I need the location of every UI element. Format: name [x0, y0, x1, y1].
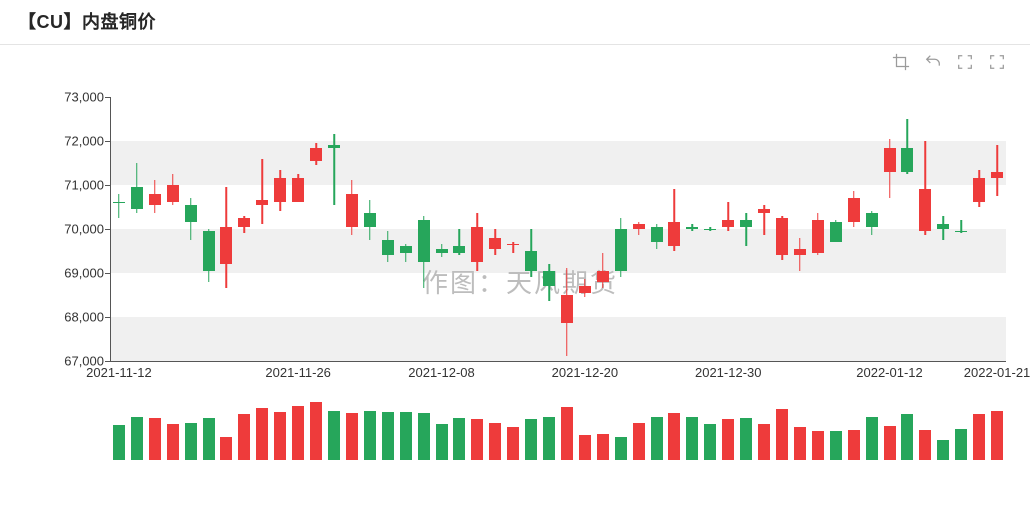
volume-bar	[686, 417, 698, 460]
volume-bar	[131, 417, 143, 460]
x-axis-tick-label: 2021-11-12	[86, 365, 152, 380]
volume-bar	[901, 414, 913, 460]
y-axis-tick-label: 71,000	[64, 177, 104, 192]
volume-bar	[561, 407, 573, 460]
volume-bar	[364, 411, 376, 460]
volume-bar	[812, 431, 824, 460]
volume-bar	[651, 417, 663, 460]
volume-bar	[955, 429, 967, 460]
y-axis-tick-label: 69,000	[64, 265, 104, 280]
volume-bar	[346, 413, 358, 460]
x-axis-tick-label: 2022-01-21	[964, 365, 1030, 380]
volume-bar	[185, 423, 197, 460]
volume-bar	[274, 412, 286, 460]
volume-bar	[973, 414, 985, 460]
volume-bar	[722, 419, 734, 460]
volume-bar	[525, 419, 537, 460]
volume-bar	[615, 437, 627, 460]
y-axis-tick-label: 70,000	[64, 221, 104, 236]
volume-bar	[292, 406, 304, 460]
reset-zoom-icon[interactable]	[956, 53, 974, 71]
x-axis-tick-label: 2021-12-20	[552, 365, 619, 380]
volume-bar	[668, 413, 680, 460]
volume-bar	[167, 424, 179, 460]
y-axis-tick-label: 68,000	[64, 309, 104, 324]
x-axis-tick-label: 2021-12-30	[695, 365, 762, 380]
volume-bar	[149, 418, 161, 460]
volume-bar	[597, 434, 609, 460]
volume-bar	[919, 430, 931, 460]
volume-bar	[740, 418, 752, 460]
volume-bar	[579, 435, 591, 460]
x-axis-tick-label: 2021-12-08	[408, 365, 475, 380]
candlestick-chart: 67,00068,00069,00070,00071,00072,00073,0…	[20, 75, 1020, 495]
volume-bar	[382, 412, 394, 460]
volume-bar	[830, 431, 842, 460]
volume-bar	[256, 408, 268, 460]
chart-toolbar	[0, 45, 1030, 75]
y-axis-tick-label: 73,000	[64, 90, 104, 105]
crop-icon[interactable]	[892, 53, 910, 71]
volume-bar	[704, 424, 716, 460]
volume-bar	[453, 418, 465, 460]
volume-bar	[937, 440, 949, 460]
volume-bar	[471, 419, 483, 460]
volume-bar	[113, 425, 125, 460]
volume-bar	[418, 413, 430, 460]
volume-bar	[328, 411, 340, 460]
volume-bar	[238, 414, 250, 460]
volume-bar	[758, 424, 770, 460]
volume-bar	[543, 417, 555, 460]
volume-bar	[866, 417, 878, 460]
page-title: 【CU】内盘铜价	[18, 8, 1014, 34]
volume-bar	[400, 412, 412, 460]
candle-area	[110, 97, 1006, 387]
volume-bar	[884, 426, 896, 460]
x-axis-tick-label: 2022-01-12	[856, 365, 923, 380]
x-axis-tick-label: 2021-11-26	[265, 365, 331, 380]
volume-area	[110, 400, 1006, 460]
volume-bar	[489, 423, 501, 460]
volume-bar	[794, 427, 806, 460]
volume-bar	[776, 409, 788, 460]
title-bar: 【CU】内盘铜价	[0, 0, 1030, 45]
volume-bar	[848, 430, 860, 460]
undo-icon[interactable]	[924, 53, 942, 71]
volume-bar	[991, 411, 1003, 460]
volume-bar	[203, 418, 215, 460]
fullscreen-icon[interactable]	[988, 53, 1006, 71]
volume-bar	[436, 424, 448, 460]
volume-bar	[507, 427, 519, 460]
volume-bar	[220, 437, 232, 460]
y-axis-tick-label: 72,000	[64, 133, 104, 148]
volume-bar	[310, 402, 322, 460]
volume-bar	[633, 423, 645, 460]
